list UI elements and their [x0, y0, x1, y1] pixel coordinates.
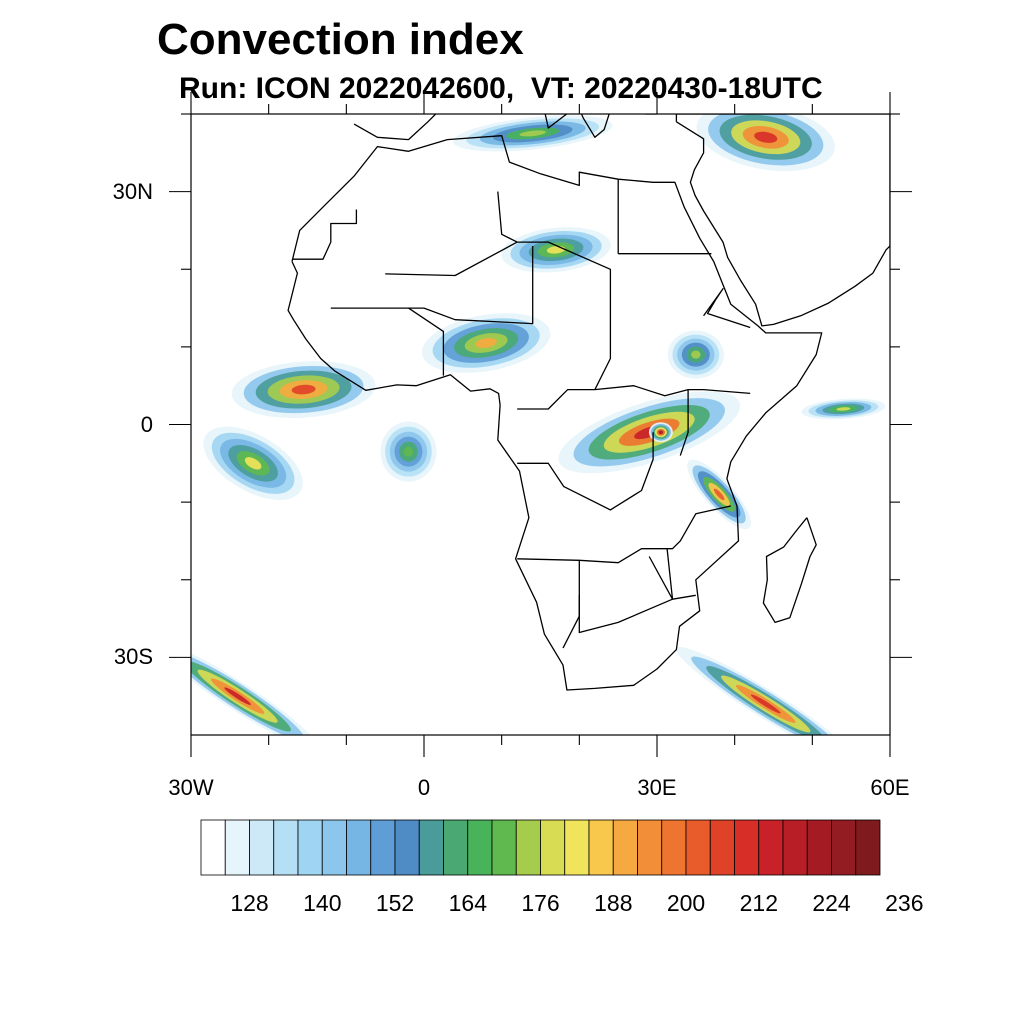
lat-label: 30S	[113, 644, 153, 670]
lon-label: 60E	[870, 775, 910, 800]
colorbar-tick-label: 152	[375, 890, 415, 916]
convection-contour	[244, 457, 262, 470]
colorbar-swatch	[709, 819, 735, 876]
country-border	[679, 389, 689, 456]
convection-cell	[453, 115, 613, 152]
coastline-africa	[287, 135, 823, 691]
convection-cell	[501, 227, 611, 273]
country-border	[562, 595, 580, 649]
convection-contour	[291, 384, 316, 395]
colorbar-swatch	[515, 819, 541, 876]
colorbar-swatch	[661, 819, 687, 876]
colorbar-swatch	[418, 819, 444, 876]
country-border	[408, 307, 445, 376]
colorbar-swatch	[491, 819, 517, 876]
convection-contour	[750, 694, 781, 714]
colorbar-tick-label: 140	[303, 890, 342, 916]
colorbar-swatch	[273, 819, 299, 876]
convection-contour	[658, 430, 663, 434]
country-border	[292, 209, 358, 260]
convection-cell	[421, 313, 551, 373]
colorbar-swatch	[467, 819, 493, 876]
country-border	[517, 385, 751, 410]
lon-label: 30E	[637, 775, 677, 800]
colorbar-tick-label: 128	[230, 890, 269, 916]
colorbar-swatch	[806, 819, 832, 876]
convection-contour	[475, 337, 497, 348]
colorbar-swatch	[370, 819, 396, 876]
colorbar-swatch	[637, 819, 663, 876]
convection-cell	[203, 426, 303, 500]
colorbar-swatch	[249, 819, 275, 876]
colorbar-swatch	[782, 819, 808, 876]
country-border	[578, 548, 674, 634]
colorbar-swatch	[734, 819, 760, 876]
coastline-europe	[353, 114, 657, 141]
colorbar-tick-label: 164	[448, 890, 487, 916]
coastline-madagascar	[762, 517, 817, 624]
colorbar-swatch	[224, 819, 250, 876]
plot-frame	[190, 113, 891, 736]
convection-cell	[380, 421, 437, 482]
convection-contour	[713, 488, 725, 501]
convection-contour	[691, 350, 701, 359]
colorbar-swatch	[758, 819, 784, 876]
colorbar-tick-label: 224	[812, 890, 851, 916]
lon-label: 0	[417, 775, 431, 800]
map-title: Convection index	[157, 15, 524, 64]
colorbar-swatch	[564, 819, 590, 876]
colorbar-swatch	[831, 819, 857, 876]
colorbar-swatch	[394, 819, 420, 876]
lat-label: 0	[140, 411, 153, 437]
convection-cell	[648, 422, 673, 443]
colorbar-tick-label: 200	[666, 890, 706, 916]
lat-label: 30N	[112, 178, 153, 204]
convection-contour	[836, 407, 851, 411]
colorbar-swatch	[855, 819, 881, 876]
convection-cell	[687, 459, 751, 530]
coastlines	[287, 114, 890, 691]
country-border	[517, 505, 731, 564]
country-border	[517, 432, 654, 511]
colorbar-swatch	[321, 819, 347, 876]
axis-ticks	[169, 92, 912, 757]
country-border	[385, 241, 612, 390]
colorbar-tick-label: 188	[594, 890, 633, 916]
convection-cell	[696, 114, 835, 172]
colorbar-swatch	[685, 819, 711, 876]
convection-cell	[667, 330, 724, 379]
convection-cell	[191, 643, 318, 735]
convection-contour	[224, 687, 251, 706]
colorbar-swatch	[612, 819, 638, 876]
colorbar-swatch	[200, 819, 226, 876]
country-border	[330, 246, 534, 325]
country-border	[703, 288, 751, 329]
convection-contour	[519, 130, 546, 137]
colorbar-swatch	[443, 819, 469, 876]
convection-field	[191, 114, 886, 735]
country-border	[648, 556, 696, 600]
colorbar-swatch	[346, 819, 372, 876]
colorbar-tick-label: 212	[739, 890, 778, 916]
colorbar-tick-label: 176	[521, 890, 560, 916]
coastline-arabia	[675, 114, 890, 327]
convection-cell	[231, 361, 376, 418]
colorbar-swatch	[588, 819, 614, 876]
colorbar-tick-label: 236	[885, 890, 924, 916]
lon-label: 30W	[168, 775, 214, 800]
map-subtitle: Run: ICON 2022042600, VT: 20220430-18UTC	[179, 72, 823, 105]
convection-contour	[403, 446, 414, 457]
country-border	[497, 191, 518, 243]
convection-cell	[676, 647, 856, 735]
colorbar	[200, 819, 881, 876]
colorbar-swatch	[297, 819, 323, 876]
convection-cell	[801, 398, 886, 420]
convection-contour	[754, 131, 778, 143]
colorbar-swatch	[540, 819, 566, 876]
